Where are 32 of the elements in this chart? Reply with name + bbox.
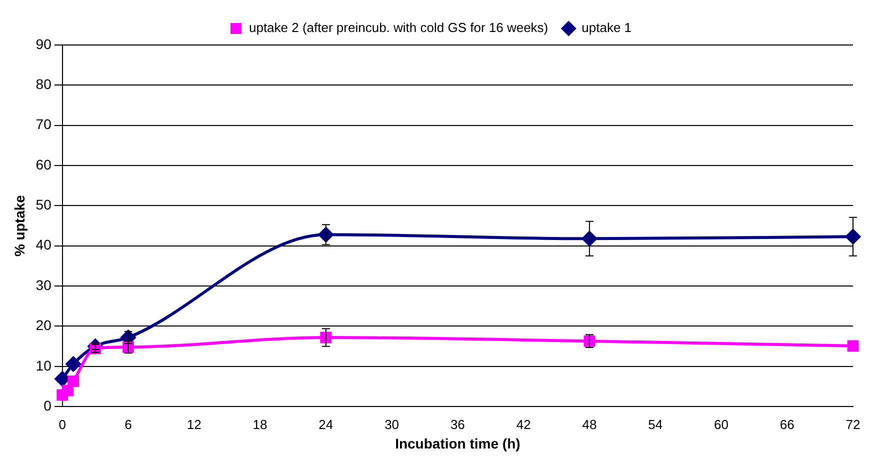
y-tick-label: 90 <box>36 36 52 52</box>
y-tick-label: 80 <box>36 76 52 92</box>
y-tick-label: 30 <box>36 276 52 293</box>
point <box>62 384 74 396</box>
point <box>847 340 859 352</box>
x-tick-label: 12 <box>186 416 202 432</box>
x-tick-label: 48 <box>582 416 597 432</box>
y-tick-label: 40 <box>36 236 52 253</box>
x-axis-title: Incubation time (h) <box>395 435 520 452</box>
x-tick-label: 54 <box>648 416 663 432</box>
point <box>68 376 80 388</box>
y-tick-label: 70 <box>36 116 52 132</box>
y-tick-label: 20 <box>36 317 52 334</box>
x-tick-label: 30 <box>384 416 400 432</box>
y-axis-title: % uptake <box>11 194 28 257</box>
x-tick-label: 6 <box>124 416 132 432</box>
x-tick-label: 66 <box>780 416 794 432</box>
y-tick-label: 60 <box>36 156 52 172</box>
point <box>54 371 70 386</box>
y-tick-label: 50 <box>36 196 52 213</box>
x-tick-label: 72 <box>846 416 860 432</box>
x-tick-label: 36 <box>450 416 465 432</box>
y-tick-label: 10 <box>36 357 52 374</box>
legend-label: uptake 1 <box>582 20 632 36</box>
x-tick-label: 24 <box>318 416 334 432</box>
legend-label: uptake 2 (after preincub. with cold GS for 16 weeks) <box>248 20 548 36</box>
x-tick-label: 18 <box>252 416 268 432</box>
point <box>66 356 81 372</box>
x-tick-label: 42 <box>516 416 531 432</box>
y-tick-label: 0 <box>44 397 52 414</box>
x-tick-label: 0 <box>58 416 66 432</box>
x-tick-label: 60 <box>714 416 728 432</box>
